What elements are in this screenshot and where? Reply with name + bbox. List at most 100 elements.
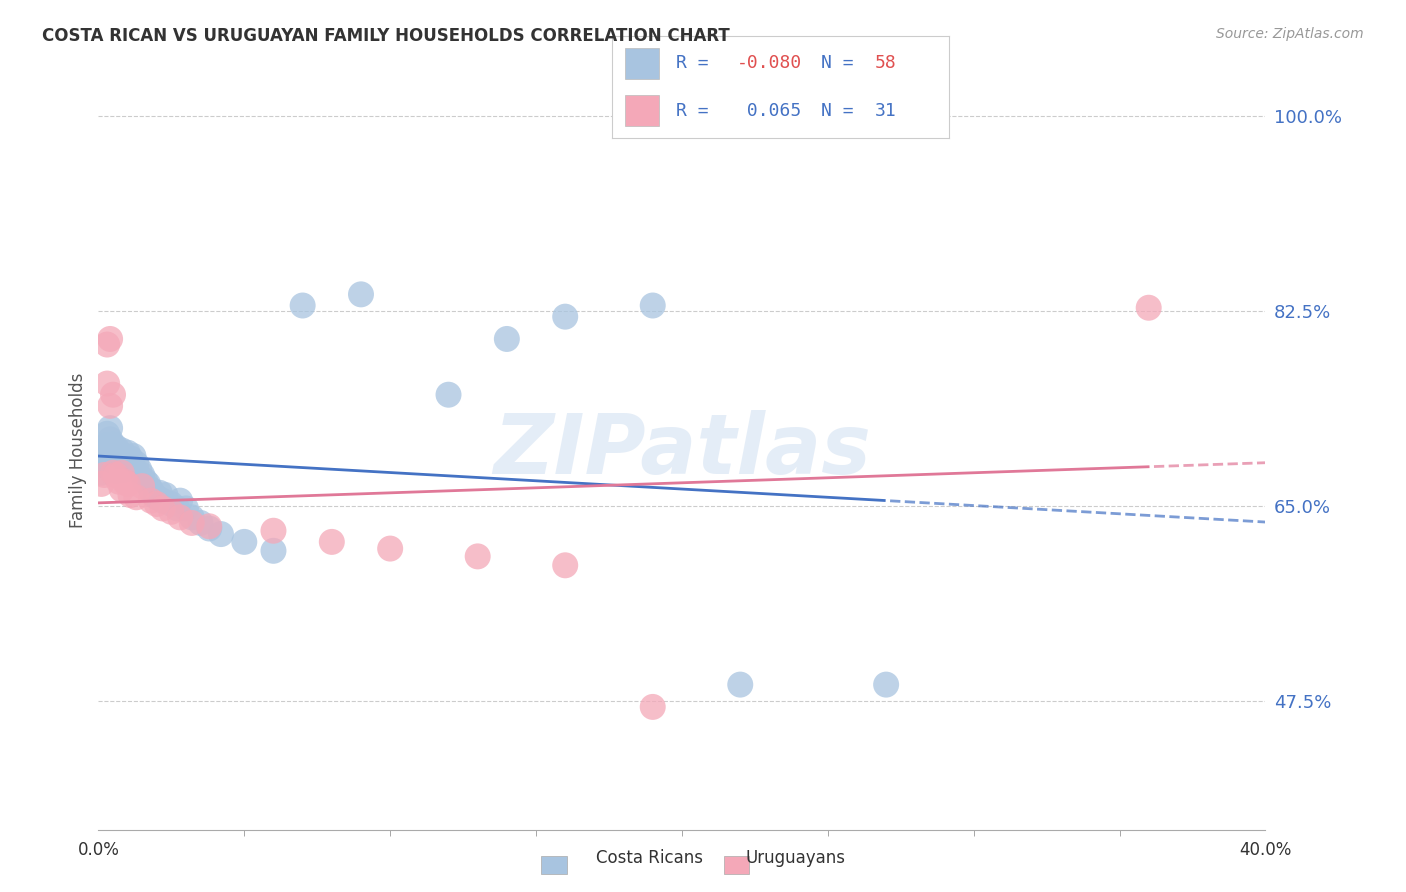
Point bbox=[98, 433, 121, 447]
Point bbox=[291, 298, 314, 313]
Point bbox=[467, 549, 489, 564]
Point bbox=[131, 479, 153, 493]
Point bbox=[233, 535, 256, 549]
Point bbox=[262, 524, 284, 538]
Point bbox=[93, 467, 115, 482]
Point bbox=[134, 474, 156, 488]
Point bbox=[101, 466, 124, 480]
Point bbox=[104, 467, 127, 482]
Bar bbox=[626, 48, 659, 78]
Point bbox=[321, 535, 343, 549]
Point bbox=[101, 449, 124, 463]
Point bbox=[554, 310, 576, 324]
Point bbox=[190, 516, 212, 530]
Point bbox=[111, 466, 134, 480]
Point bbox=[641, 298, 664, 313]
Y-axis label: Family Households: Family Households bbox=[69, 373, 87, 528]
Point bbox=[730, 678, 752, 692]
Point bbox=[104, 463, 127, 477]
Point bbox=[114, 449, 136, 463]
Point bbox=[90, 476, 112, 491]
Point bbox=[108, 460, 131, 475]
Point bbox=[146, 497, 169, 511]
Text: 0.065: 0.065 bbox=[737, 102, 801, 120]
Point bbox=[160, 497, 183, 511]
Point bbox=[93, 443, 115, 458]
Point bbox=[96, 376, 118, 391]
Point bbox=[117, 446, 139, 460]
Point bbox=[90, 466, 112, 480]
Point bbox=[104, 452, 127, 467]
Point bbox=[437, 387, 460, 401]
Text: 31: 31 bbox=[875, 102, 897, 120]
Bar bbox=[626, 95, 659, 126]
Text: ZIPatlas: ZIPatlas bbox=[494, 410, 870, 491]
Point bbox=[496, 332, 519, 346]
Text: N =: N = bbox=[821, 54, 865, 72]
Point bbox=[120, 451, 142, 466]
Point bbox=[122, 460, 145, 475]
Point bbox=[166, 501, 188, 516]
Text: 58: 58 bbox=[875, 54, 897, 72]
Text: Uruguayans: Uruguayans bbox=[745, 849, 845, 867]
Point bbox=[117, 476, 139, 491]
Point bbox=[262, 543, 284, 558]
Point bbox=[350, 287, 373, 301]
Point bbox=[128, 462, 150, 476]
Point bbox=[554, 558, 576, 573]
Point bbox=[180, 516, 202, 530]
Point bbox=[169, 510, 191, 524]
Point bbox=[174, 501, 197, 516]
Point bbox=[380, 541, 402, 556]
Point bbox=[875, 678, 897, 692]
Point bbox=[90, 455, 112, 469]
Point bbox=[169, 493, 191, 508]
Point bbox=[131, 467, 153, 482]
Point bbox=[641, 699, 664, 714]
Point bbox=[125, 457, 148, 471]
Point bbox=[139, 483, 162, 497]
Point bbox=[93, 449, 115, 463]
Point bbox=[98, 421, 121, 435]
Point bbox=[125, 490, 148, 504]
Point bbox=[117, 457, 139, 471]
Point bbox=[98, 332, 121, 346]
Text: R =: R = bbox=[676, 102, 730, 120]
Point bbox=[136, 476, 159, 491]
Text: Source: ZipAtlas.com: Source: ZipAtlas.com bbox=[1216, 27, 1364, 41]
Point bbox=[155, 488, 177, 502]
Point bbox=[146, 490, 169, 504]
Point bbox=[149, 485, 172, 500]
Text: N =: N = bbox=[821, 102, 865, 120]
Point bbox=[152, 501, 174, 516]
Point bbox=[96, 426, 118, 441]
Point bbox=[111, 483, 134, 497]
Point bbox=[1137, 301, 1160, 315]
Point bbox=[98, 399, 121, 413]
Point bbox=[122, 449, 145, 463]
Point bbox=[198, 521, 221, 535]
Text: Costa Ricans: Costa Ricans bbox=[596, 849, 703, 867]
Point bbox=[114, 475, 136, 489]
Text: -0.080: -0.080 bbox=[737, 54, 801, 72]
Text: R =: R = bbox=[676, 54, 720, 72]
Point bbox=[96, 337, 118, 351]
Point bbox=[160, 505, 183, 519]
Point bbox=[96, 460, 118, 475]
Point bbox=[111, 443, 134, 458]
Point bbox=[142, 488, 165, 502]
Point bbox=[96, 438, 118, 452]
Point bbox=[93, 457, 115, 471]
Point bbox=[198, 519, 221, 533]
Point bbox=[98, 446, 121, 460]
Point bbox=[101, 438, 124, 452]
Point bbox=[114, 462, 136, 476]
Point bbox=[101, 387, 124, 401]
Point bbox=[209, 527, 232, 541]
Point bbox=[101, 457, 124, 471]
Point bbox=[108, 475, 131, 489]
Point bbox=[152, 493, 174, 508]
Point bbox=[108, 446, 131, 460]
Point bbox=[104, 440, 127, 454]
Point bbox=[120, 488, 142, 502]
